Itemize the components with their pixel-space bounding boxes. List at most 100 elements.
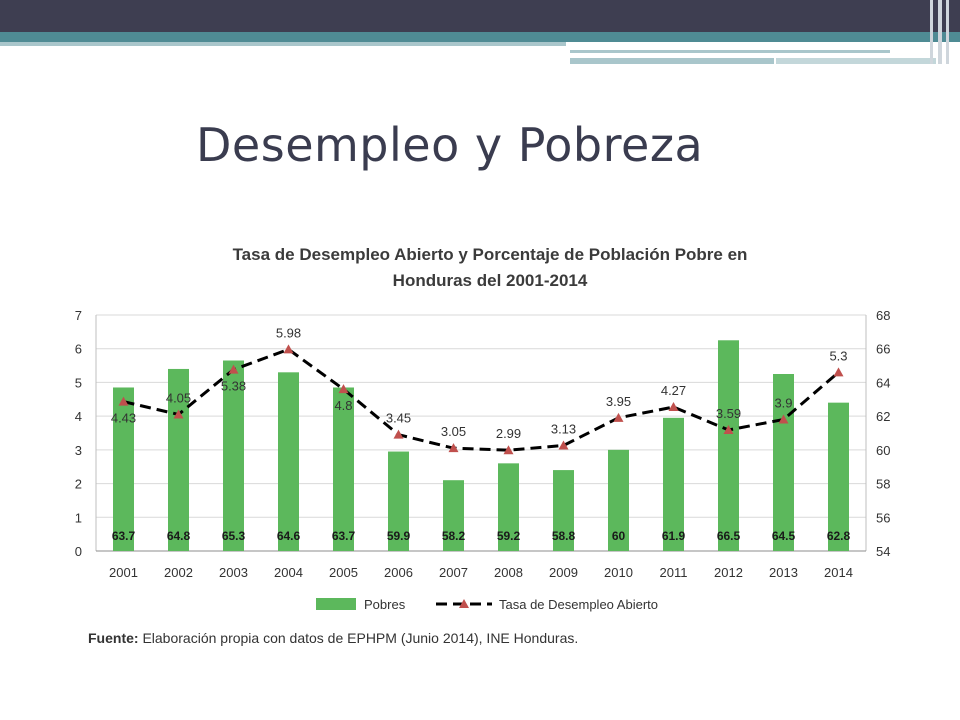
bar	[773, 374, 794, 551]
bar	[278, 372, 299, 551]
chart-title-line: Tasa de Desempleo Abierto y Porcentaje d…	[232, 245, 748, 264]
line-data-label: 3.9	[774, 396, 792, 411]
line-marker	[118, 396, 129, 406]
bar	[608, 449, 629, 551]
line-marker	[778, 414, 789, 424]
line-data-label: 5.3	[829, 348, 847, 363]
bar-data-label: 64.5	[772, 529, 796, 543]
bar-data-label: 62.8	[827, 529, 851, 543]
y-left-tick-label: 0	[75, 544, 82, 559]
line-data-label: 5.98	[276, 325, 301, 340]
legend-marker	[459, 599, 469, 608]
source-note: Fuente: Elaboración propia con datos de …	[88, 630, 578, 646]
accent-bar-light	[0, 42, 566, 46]
line-marker	[668, 402, 679, 412]
line-marker	[338, 384, 349, 394]
x-tick-label: 2003	[219, 565, 248, 580]
accent-line	[570, 58, 774, 64]
bar	[828, 402, 849, 551]
line-data-label: 5.38	[221, 379, 246, 394]
bar-data-label: 61.9	[662, 529, 686, 543]
bar	[498, 463, 519, 551]
y-left-tick-label: 3	[75, 443, 82, 458]
line-series	[123, 347, 840, 452]
x-tick-label: 2011	[660, 565, 688, 580]
line-data-label: 4.43	[111, 411, 136, 426]
line-marker	[613, 412, 624, 422]
y-right-tick-label: 60	[876, 443, 890, 458]
y-right-tick-label: 54	[876, 544, 890, 559]
accent-line	[776, 58, 936, 64]
line-marker	[448, 443, 459, 453]
y-left-tick-label: 1	[75, 510, 82, 525]
line-data-label: 3.13	[551, 421, 576, 436]
bar-data-label: 63.7	[332, 529, 356, 543]
line-marker	[283, 344, 294, 354]
x-tick-label: 2014	[824, 565, 853, 580]
legend-label: Tasa de Desempleo Abierto	[499, 597, 658, 612]
y-right-tick-label: 56	[876, 510, 890, 525]
line-marker	[173, 409, 184, 419]
bar	[113, 387, 134, 551]
x-tick-label: 2013	[769, 565, 798, 580]
x-tick-label: 2005	[329, 565, 358, 580]
bar	[223, 360, 244, 551]
y-left-tick-label: 4	[75, 409, 82, 424]
line-marker	[503, 445, 514, 455]
bar-data-label: 59.9	[387, 529, 411, 543]
x-tick-label: 2004	[274, 565, 303, 580]
source-label: Fuente:	[88, 630, 139, 646]
y-left-tick-label: 5	[75, 375, 82, 390]
bar-data-label: 60	[612, 529, 626, 543]
accent-line	[570, 50, 890, 53]
line-data-label: 2.99	[496, 426, 521, 441]
y-right-tick-label: 66	[876, 342, 890, 357]
x-tick-label: 2007	[439, 565, 468, 580]
slide-title: Desempleo y Pobreza	[196, 118, 704, 172]
bar	[553, 470, 574, 551]
bar-data-label: 64.8	[167, 529, 191, 543]
line-data-label: 3.45	[386, 411, 411, 426]
decor-stripe	[930, 0, 933, 64]
line-data-label: 3.95	[606, 394, 631, 409]
line-data-label: 4.05	[166, 390, 191, 405]
y-right-tick-label: 64	[876, 375, 890, 390]
bar-data-label: 63.7	[112, 529, 136, 543]
bar-data-label: 58.2	[442, 529, 466, 543]
legend-swatch-bar	[316, 598, 356, 610]
bar-data-label: 64.6	[277, 529, 301, 543]
line-marker	[723, 424, 734, 434]
bar-data-label: 65.3	[222, 529, 246, 543]
bar-data-label: 59.2	[497, 529, 521, 543]
bar	[443, 480, 464, 551]
legend-label: Pobres	[364, 597, 406, 612]
header-bar	[0, 0, 960, 32]
y-right-tick-label: 58	[876, 477, 890, 492]
line-data-label: 3.05	[441, 424, 466, 439]
line-data-label: 3.59	[716, 406, 741, 421]
line-marker	[393, 429, 404, 439]
y-left-tick-label: 2	[75, 477, 82, 492]
line-data-label: 4.8	[334, 398, 352, 413]
line-marker	[228, 364, 239, 374]
bar-data-label: 66.5	[717, 529, 741, 543]
line-marker	[558, 440, 569, 450]
y-right-tick-label: 62	[876, 409, 890, 424]
decor-stripe	[946, 0, 949, 64]
x-tick-label: 2006	[384, 565, 413, 580]
y-right-tick-label: 68	[876, 308, 890, 323]
x-tick-label: 2002	[164, 565, 193, 580]
line-data-label: 4.27	[661, 383, 686, 398]
line-marker	[833, 367, 844, 377]
bar-data-label: 58.8	[552, 529, 576, 543]
x-tick-label: 2010	[604, 565, 633, 580]
source-text: Elaboración propia con datos de EPHPM (J…	[138, 630, 579, 646]
chart-title-line: Honduras del 2001-2014	[392, 271, 588, 290]
x-tick-label: 2012	[714, 565, 743, 580]
accent-bar	[0, 32, 960, 42]
y-left-tick-label: 7	[75, 308, 82, 323]
x-tick-label: 2008	[494, 565, 523, 580]
decor-stripe	[938, 0, 942, 64]
chart-title: Tasa de Desempleo Abierto y Porcentaje d…	[140, 242, 840, 294]
